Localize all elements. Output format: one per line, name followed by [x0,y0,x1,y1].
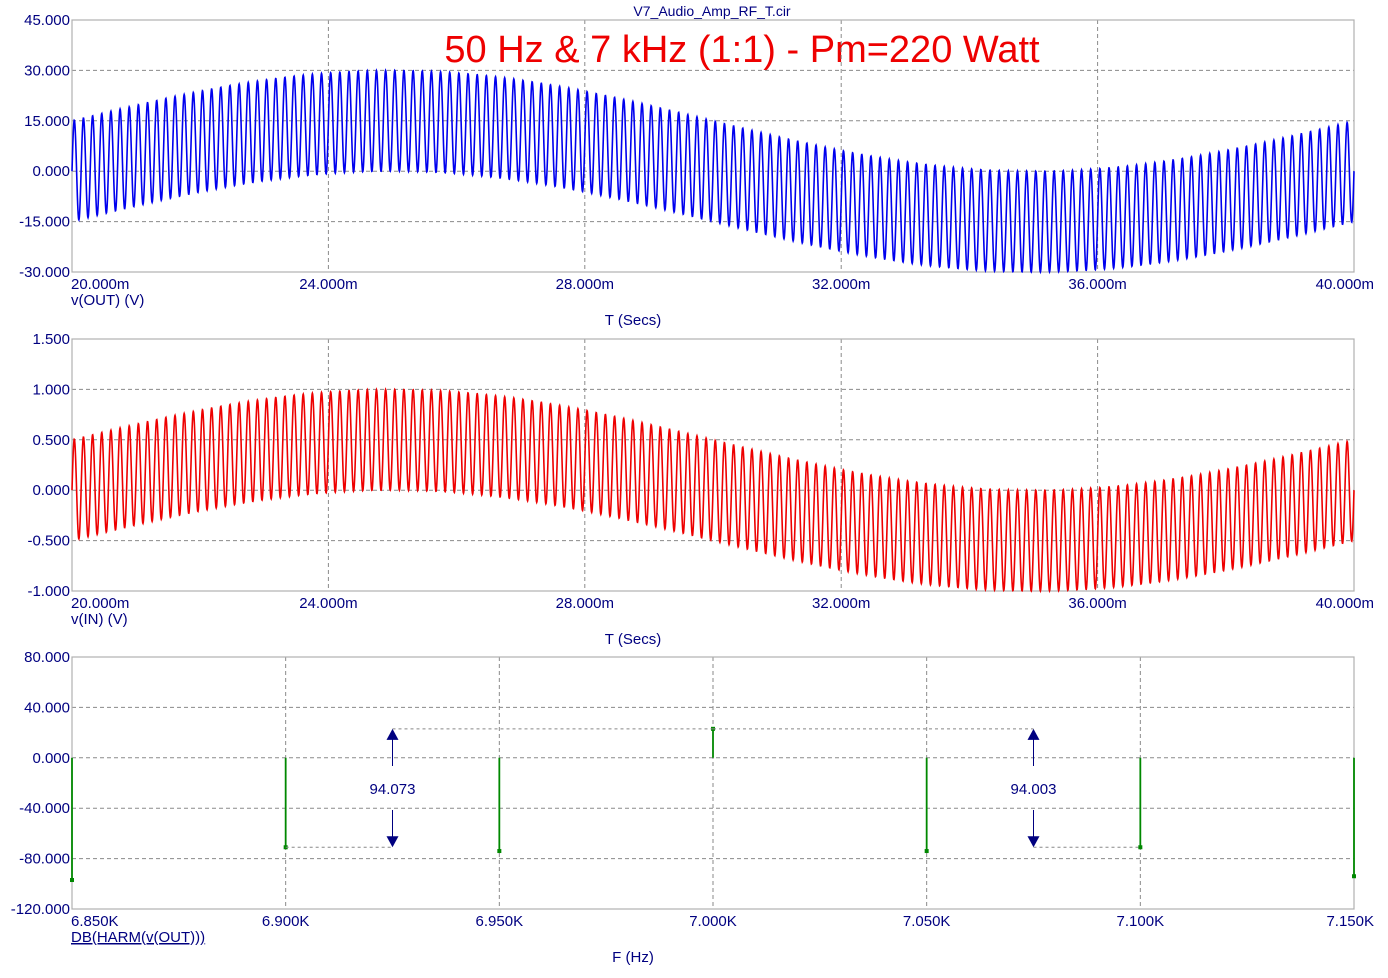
y-tick-label: 0.500 [32,432,70,449]
x-tick-label: 40.000m [1316,276,1374,293]
x-axis-label: T (Secs) [605,312,661,329]
x-tick-label: 7.050K [903,913,951,930]
x-tick-label: 36.000m [1068,276,1126,293]
spectral-point [924,849,929,854]
x-tick-label: 7.000K [689,913,737,930]
measurement-value: 94.003 [1011,781,1057,798]
y-tick-label: 45.000 [24,12,70,29]
spectral-point [70,878,74,883]
arrow-up-icon [1027,728,1040,740]
y-tick-label: -120.000 [11,901,70,918]
y-tick-label: -80.000 [19,851,70,868]
spectral-point [1138,845,1143,850]
series-line [71,68,1355,275]
y-tick-label: -15.000 [19,214,70,231]
y-tick-label: 0.000 [32,482,70,499]
x-tick-label: 28.000m [556,595,614,612]
y-tick-label: 80.000 [24,649,70,666]
series-line [71,387,1355,594]
x-tick-label: 32.000m [812,595,870,612]
y-tick-label: -0.500 [27,533,70,550]
file-title: V7_Audio_Amp_RF_T.cir [633,3,791,19]
x-tick-label: 20.000m [71,276,129,293]
measurement-annotation: 94.003 [713,728,1141,848]
x-tick-label: 32.000m [812,276,870,293]
x-tick-label: 40.000m [1316,595,1374,612]
measurement-annotation: 94.073 [285,728,713,848]
y-tick-label: 0.000 [32,750,70,767]
y-tick-label: -1.000 [27,583,70,600]
y-tick-label: 30.000 [24,62,70,79]
plot-panel-1: 45.000 30.000 15.000 0.000 -15.000 -30.00020.… [19,12,1374,329]
y-tick-label: 1.500 [32,331,70,348]
x-axis-label: T (Secs) [605,631,661,648]
measurement-value: 94.073 [370,781,416,798]
x-tick-label: 28.000m [556,276,614,293]
plot-panel-3: 80.00040.0000.000-40.000-80.000-120.0006… [11,649,1374,966]
arrow-down-icon [386,836,399,848]
y-tick-label: -40.000 [19,800,70,817]
x-tick-label: 6.900K [262,913,310,930]
trace-label: v(IN) (V) [71,611,128,628]
x-tick-label: 7.100K [1117,913,1165,930]
arrow-down-icon [1027,836,1040,848]
trace-label: v(OUT) (V) [71,292,144,309]
x-tick-label: 36.000m [1068,595,1126,612]
chart-headline: 50 Hz & 7 kHz (1:1) - Pm=220 Watt [444,29,1040,71]
x-tick-label: 7.150K [1326,913,1374,930]
spectral-point [1352,874,1356,879]
y-tick-label: 40.000 [24,699,70,716]
y-tick-label: -30.000 [19,264,70,281]
x-axis-label: F (Hz) [612,949,654,966]
spectral-point [497,849,502,854]
x-tick-label: 20.000m [71,595,129,612]
x-tick-label: 6.850K [71,913,119,930]
x-tick-label: 6.950K [476,913,524,930]
y-tick-label: 15.000 [24,113,70,130]
y-tick-label: 0.000 [32,163,70,180]
trace-label: DB(HARM(v(OUT))) [71,929,205,946]
x-tick-label: 24.000m [299,276,357,293]
arrow-up-icon [386,728,399,740]
y-tick-label: 1.000 [32,381,70,398]
x-tick-label: 24.000m [299,595,357,612]
